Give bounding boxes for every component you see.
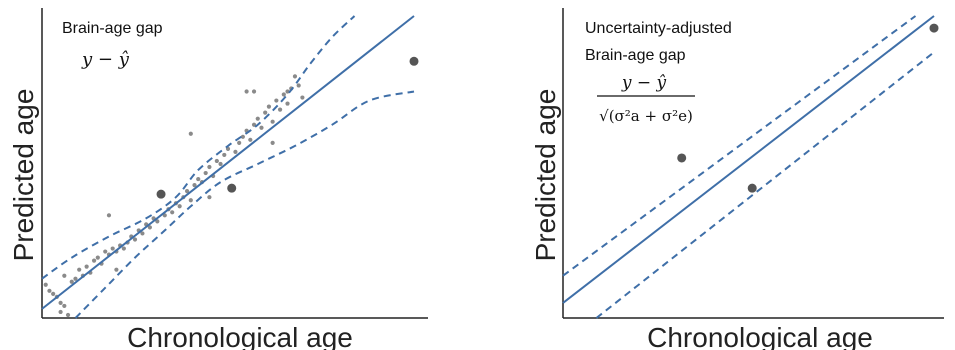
right-x-axis-label: Chronological age: [647, 322, 873, 350]
scatter-point: [69, 279, 74, 284]
scatter-point: [237, 140, 242, 145]
lower-interval-line: [74, 90, 415, 319]
scatter-point: [259, 125, 264, 130]
scatter-point: [248, 137, 253, 142]
scatter-point: [263, 110, 268, 115]
scatter-point: [77, 267, 82, 272]
left-y-axis-label: Predicted age: [8, 89, 39, 262]
scatter-point: [188, 131, 193, 136]
highlighted-point: [227, 183, 237, 193]
scatter-point: [177, 204, 182, 209]
scatter-point: [240, 134, 245, 139]
scatter-point: [233, 149, 238, 154]
scatter-point: [73, 276, 78, 281]
scatter-point: [207, 164, 212, 170]
left-panel: Chronological age Predicted age Brain-ag…: [8, 8, 428, 350]
scatter-point: [274, 98, 279, 103]
data-point: [677, 153, 687, 163]
highlighted-point: [156, 189, 166, 199]
scatter-point: [95, 255, 100, 260]
scatter-point: [218, 161, 223, 167]
scatter-point: [196, 176, 201, 182]
upper-interval-line: [562, 15, 917, 277]
scatter-point: [121, 246, 126, 251]
scatter-point: [281, 92, 286, 97]
scatter-point: [43, 282, 48, 287]
scatter-point: [270, 119, 275, 124]
scatter-point: [140, 231, 145, 236]
right-annotation-line2: Brain-age gap: [585, 47, 686, 64]
scatter-point: [62, 273, 67, 278]
scatter-point: [114, 267, 119, 272]
right-panel: Chronological age Predicted age Uncertai…: [530, 8, 944, 350]
scatter-point: [251, 89, 257, 94]
scatter-point: [155, 219, 160, 224]
scatter-point: [203, 170, 208, 176]
scatter-point: [277, 107, 283, 112]
left-x-axis-label: Chronological age: [127, 322, 353, 350]
left-annotation-title: Brain-age gap: [62, 20, 163, 37]
scatter-point: [192, 183, 197, 188]
highlighted-point: [409, 56, 419, 66]
scatter-point: [106, 213, 112, 218]
left-annotation-formula: y − ŷ: [81, 49, 130, 70]
scatter-point: [300, 95, 305, 100]
scatter-point: [285, 101, 290, 106]
data-point: [747, 183, 757, 193]
right-formula-denominator: √(σ²a + σ²e): [599, 107, 693, 125]
scatter-point: [270, 140, 275, 145]
scatter-point: [110, 246, 115, 251]
scatter-point: [84, 264, 89, 269]
scatter-point: [132, 237, 138, 242]
scatter-point: [292, 74, 298, 79]
scatter-point: [255, 116, 260, 121]
scatter-point: [207, 195, 212, 200]
scatter-point: [285, 89, 290, 94]
scatter-point: [47, 288, 52, 293]
scatter-point: [170, 210, 175, 215]
scatter-point: [58, 309, 63, 315]
scatter-point: [184, 189, 190, 194]
scatter-point: [147, 225, 152, 230]
scatter-point: [65, 312, 71, 318]
scatter-point: [91, 258, 97, 263]
scatter-point: [296, 83, 301, 88]
regression-line: [41, 15, 415, 310]
right-y-axis-label: Predicted age: [530, 89, 561, 262]
scatter-point: [51, 291, 56, 296]
scatter-point: [58, 300, 63, 305]
identity-line: [562, 15, 935, 304]
upper-interval-line: [41, 15, 356, 280]
scatter-point: [266, 104, 272, 109]
scatter-point: [188, 198, 193, 203]
left-plot-area: [41, 15, 419, 319]
scatter-point: [244, 89, 249, 94]
right-annotation-line1: Uncertainty-adjusted: [585, 20, 732, 37]
right-plot-area: [562, 15, 939, 319]
data-point: [929, 23, 939, 33]
scatter-point: [214, 158, 219, 164]
scatter-point: [222, 152, 227, 158]
scatter-point: [103, 249, 108, 254]
scatter-point: [62, 303, 67, 309]
right-formula-numerator: y − ŷ: [621, 73, 667, 93]
